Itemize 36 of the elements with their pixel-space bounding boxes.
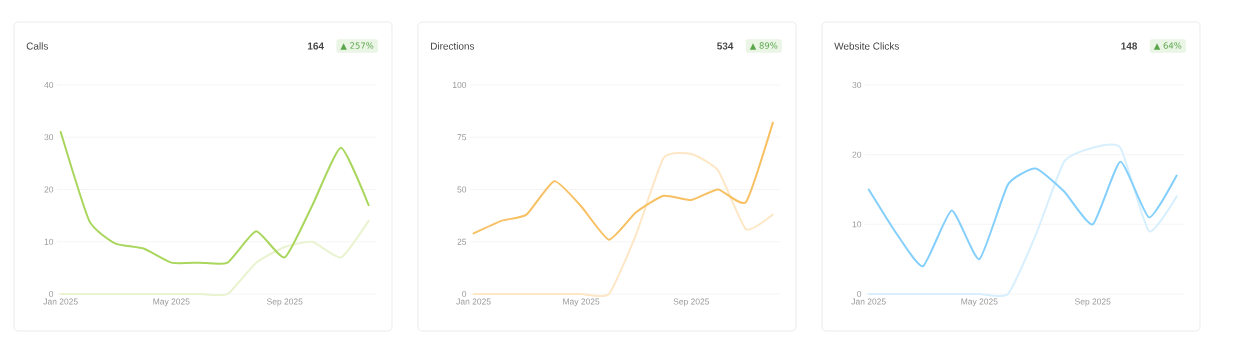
line-series bbox=[59, 131, 370, 265]
x-tick-label: May 2025 bbox=[961, 298, 998, 307]
x-tick-label: Jan 2025 bbox=[851, 298, 886, 305]
y-tick-label: 0 bbox=[462, 291, 467, 297]
x-tick-label: Sep 2025 bbox=[267, 298, 303, 307]
x-tick-label: May 2025 bbox=[563, 298, 600, 307]
y-tick-label: 10 bbox=[44, 238, 54, 245]
text: ▲ 64% bbox=[1153, 42, 1182, 50]
y-tick-label: 10 bbox=[852, 221, 862, 228]
text: 534 bbox=[717, 42, 734, 50]
y-tick-label: 100 bbox=[453, 82, 467, 88]
y-tick-label: 30 bbox=[852, 82, 862, 88]
x-tick-label: May 2025 bbox=[153, 298, 190, 307]
text: ▲ 89% bbox=[749, 42, 778, 50]
text: 148 bbox=[1121, 42, 1138, 50]
y-tick-label: 40 bbox=[44, 82, 54, 88]
x-tick-label: Sep 2025 bbox=[1075, 298, 1111, 307]
y-tick-label: 0 bbox=[857, 291, 862, 297]
y-tick-label: 0 bbox=[49, 291, 54, 297]
y-tick-label: 30 bbox=[44, 134, 54, 141]
text: ▲ 257% bbox=[340, 42, 374, 50]
chart-title: Website Clicks bbox=[834, 42, 899, 50]
y-tick-label: 75 bbox=[457, 134, 467, 141]
text: 164 bbox=[308, 42, 324, 50]
y-tick-label: 25 bbox=[457, 238, 467, 245]
x-tick-label: Sep 2025 bbox=[673, 298, 710, 307]
chart-title: Calls bbox=[26, 42, 48, 50]
line-series bbox=[867, 160, 1178, 268]
line-series bbox=[472, 121, 774, 241]
y-tick-label: 50 bbox=[457, 186, 467, 193]
x-tick-label: Jan 2025 bbox=[43, 298, 78, 305]
line-series bbox=[59, 219, 370, 297]
x-tick-label: Jan 2025 bbox=[456, 298, 491, 305]
y-tick-label: 20 bbox=[44, 186, 54, 193]
chart-title: Directions bbox=[431, 42, 475, 50]
y-tick-label: 20 bbox=[852, 151, 862, 158]
